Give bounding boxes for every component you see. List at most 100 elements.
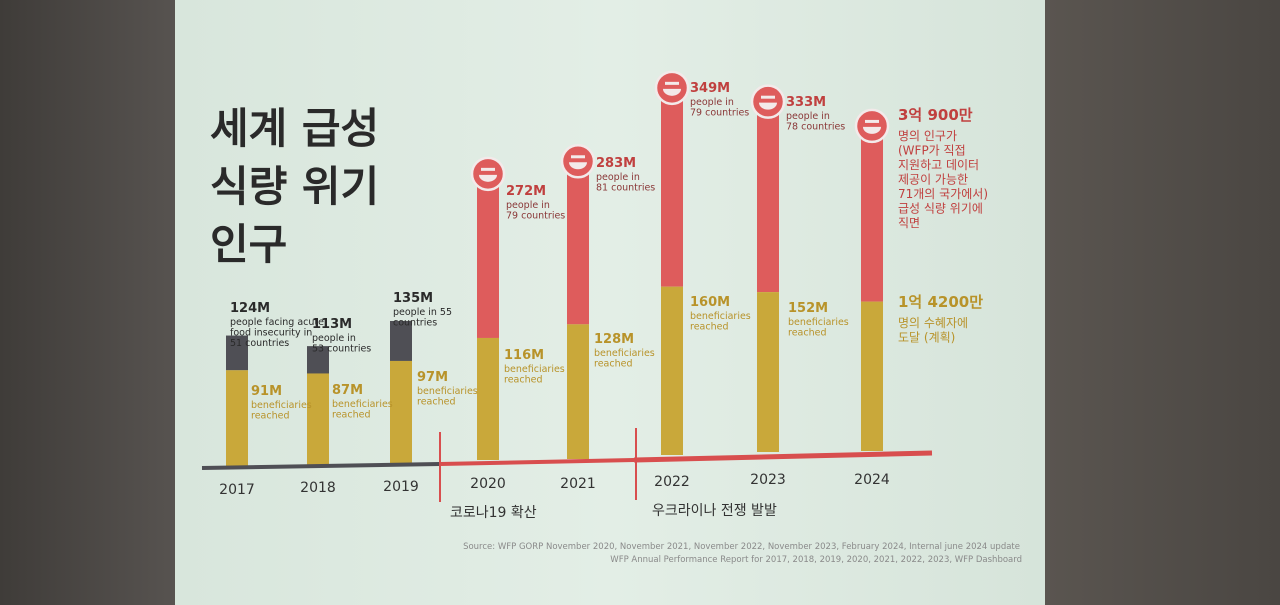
year-label-2023: 2023 — [750, 472, 786, 488]
annotation-total-text-2024: 명의 인구가 — [898, 129, 957, 143]
annotation-total-text-2017: people facing acute — [230, 317, 324, 328]
annotation-beneficiary-text-2020: reached — [504, 375, 542, 386]
annotation-beneficiary-value-2021: 128M — [594, 332, 634, 347]
bowl-steam — [665, 81, 679, 85]
annotation-beneficiary-text-2017: beneficiaries — [251, 400, 312, 411]
annotation-beneficiary-text-2017: reached — [251, 411, 289, 422]
bowl-shape — [863, 126, 881, 134]
annotation-beneficiary-text-2021: reached — [594, 359, 632, 370]
annotation-total-value-2021: 283M — [596, 156, 636, 171]
annotation-beneficiary-value-2023: 152M — [788, 301, 828, 316]
annotation-beneficiary-value-2020: 116M — [504, 348, 544, 363]
bar-beneficiaries-2018 — [307, 373, 329, 465]
annotation-total-text-2017: 51 countries — [230, 338, 289, 349]
annotation-beneficiary-value-2019: 97M — [417, 370, 448, 385]
bar-total-2021 — [567, 161, 589, 325]
annotation-total-text-2022: 79 countries — [690, 108, 749, 119]
baseline-2017-2019 — [201, 462, 441, 470]
year-label-2018: 2018 — [300, 480, 336, 496]
annotation-total-text-2018: 53 countries — [312, 344, 371, 355]
baseline-2020-2021 — [439, 458, 635, 466]
annotation-total-text-2024: (WFP가 직접 — [898, 144, 966, 158]
bar-beneficiaries-2020 — [477, 337, 499, 460]
annotation-beneficiary-text-2022: beneficiaries — [690, 311, 751, 322]
annotation-total-value-2017: 124M — [230, 301, 270, 316]
title-line-2: 식량 위기 — [210, 162, 380, 211]
annotation-total-value-2022: 349M — [690, 81, 730, 96]
annotation-beneficiary-text-2021: beneficiaries — [594, 348, 655, 359]
bowl-steam — [761, 95, 775, 99]
bar-total-2024 — [861, 125, 883, 302]
bar-beneficiaries-2019 — [390, 360, 412, 463]
annotation-total-text-2023: people in — [786, 111, 830, 122]
bowl-shape — [663, 88, 681, 96]
year-label-2020: 2020 — [470, 476, 506, 492]
annotation-beneficiary-text-2019: reached — [417, 397, 455, 408]
annotation-total-text-2018: people in — [312, 333, 356, 344]
annotation-beneficiary-text-2023: reached — [788, 328, 826, 339]
annotation-total-text-2024: 제공이 가능한 — [898, 173, 968, 187]
bowl-steam — [481, 167, 495, 171]
annotation-total-text-2022: people in — [690, 97, 734, 108]
annotation-total-value-2020: 272M — [506, 184, 546, 199]
left-wall — [0, 0, 175, 605]
bar-beneficiaries-2022 — [661, 286, 683, 455]
annotation-beneficiary-value-2017: 91M — [251, 384, 282, 399]
annotation-total-text-2017: food insecurity in — [230, 328, 312, 339]
food-bowl-icon — [854, 108, 890, 144]
right-wall — [1045, 0, 1280, 605]
year-label-2019: 2019 — [383, 479, 419, 495]
annotation-total-value-2023: 333M — [786, 95, 826, 110]
bowl-shape — [569, 162, 587, 170]
annotation-total-value-2024: 3억 900만 — [898, 106, 973, 124]
annotation-beneficiary-text-2024: 도달 (계획) — [898, 331, 955, 345]
annotation-total-text-2024: 71개의 국가에서) — [898, 187, 988, 201]
annotation-total-text-2023: 78 countries — [786, 122, 845, 133]
bar-total-2018 — [307, 346, 329, 374]
annotation-beneficiary-text-2018: reached — [332, 410, 370, 421]
annotation-beneficiary-text-2023: beneficiaries — [788, 317, 849, 328]
bowl-steam — [865, 119, 879, 123]
annotation-beneficiary-text-2024: 명의 수혜자에 — [898, 316, 968, 330]
year-label-2021: 2021 — [560, 476, 596, 492]
annotation-beneficiary-text-2020: beneficiaries — [504, 364, 565, 375]
annotation-beneficiary-text-2022: reached — [690, 322, 728, 333]
year-label-2017: 2017 — [219, 482, 255, 498]
annotation-beneficiary-value-2024: 1억 4200만 — [898, 293, 983, 311]
bar-total-2019 — [390, 320, 412, 361]
bar-beneficiaries-2017 — [226, 370, 248, 466]
food-bowl-icon — [750, 84, 786, 119]
source-line-2: WFP Annual Performance Report for 2017, … — [610, 555, 1022, 565]
bar-total-2020 — [477, 173, 499, 338]
annotation-total-text-2024: 직면 — [898, 216, 920, 230]
bowl-steam — [571, 155, 585, 159]
period-label-covid: 코로나19 확산 — [450, 505, 537, 521]
title-line-3: 인구 — [210, 220, 288, 269]
annotation-total-value-2018: 113M — [312, 317, 352, 332]
annotation-total-value-2019: 135M — [393, 291, 433, 306]
year-label-2024: 2024 — [854, 472, 890, 488]
bar-beneficiaries-2021 — [567, 324, 589, 459]
bowl-shape — [479, 174, 497, 182]
annotation-beneficiary-text-2018: beneficiaries — [332, 399, 393, 410]
annotation-total-text-2024: 급성 식량 위기에 — [898, 202, 983, 216]
source-line-1: Source: WFP GORP November 2020, November… — [463, 542, 1020, 552]
chart-title: 세계 급성 식량 위기 인구 — [210, 100, 379, 274]
food-bowl-icon — [470, 156, 506, 192]
annotation-total-text-2019: countries — [393, 318, 437, 329]
bar-total-2023 — [757, 101, 779, 293]
bar-beneficiaries-2024 — [861, 301, 883, 451]
annotation-total-text-2020: 79 countries — [506, 211, 565, 222]
annotation-total-text-2021: people in — [596, 172, 640, 183]
annotation-beneficiary-text-2019: beneficiaries — [417, 386, 478, 397]
year-label-2022: 2022 — [654, 474, 690, 490]
annotation-total-text-2019: people in 55 — [393, 307, 452, 318]
bar-total-2022 — [661, 87, 683, 287]
bar-total-2017 — [226, 335, 248, 371]
food-bowl-icon — [560, 144, 596, 179]
annotation-beneficiary-value-2022: 160M — [690, 295, 730, 310]
projection-screen — [175, 0, 1045, 605]
bowl-shape — [759, 102, 777, 110]
annotation-beneficiary-value-2018: 87M — [332, 383, 363, 398]
